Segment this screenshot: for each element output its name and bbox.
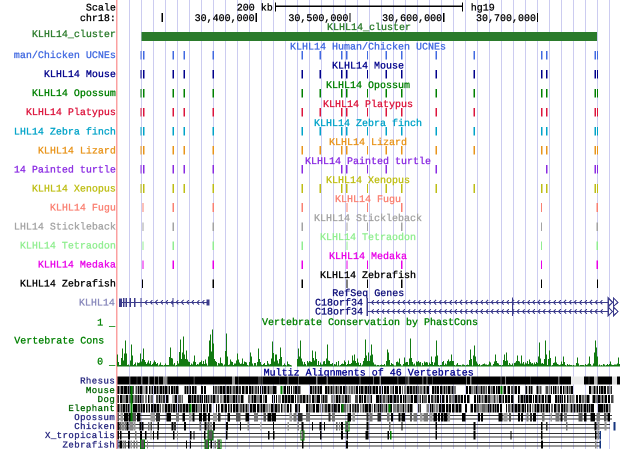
svg-text:14 Painted turtle: 14 Painted turtle (14, 164, 116, 176)
svg-text:KLHL14_cluster: KLHL14_cluster (327, 22, 411, 34)
svg-text:Zebrafish: Zebrafish (63, 440, 116, 449)
svg-text:Dog: Dog (98, 395, 116, 405)
svg-text:Vertebrate Cons: Vertebrate Cons (14, 336, 104, 348)
svg-text:KLHL14 Mouse: KLHL14 Mouse (332, 62, 404, 73)
svg-text:KLHL14: KLHL14 (79, 298, 115, 309)
svg-text:LHL14 Stickleback: LHL14 Stickleback (14, 221, 116, 233)
svg-text:C18orf34: C18orf34 (315, 297, 363, 309)
svg-text:KLHL14 Xenopus: KLHL14 Xenopus (326, 176, 410, 187)
svg-text:1 _: 1 _ (97, 319, 116, 330)
svg-text:Opossum: Opossum (74, 413, 115, 423)
svg-text:KLHL14 Opossum: KLHL14 Opossum (326, 81, 410, 92)
svg-text:Chicken: Chicken (74, 422, 115, 432)
svg-text:30,700,000: 30,700,000 (476, 14, 536, 25)
svg-text:C18orf34: C18orf34 (315, 307, 363, 319)
svg-text:chr18:: chr18: (80, 13, 116, 25)
svg-text:KLHL14 Lizard: KLHL14 Lizard (329, 137, 407, 149)
svg-text:30,600,000: 30,600,000 (382, 14, 442, 25)
svg-text:KLHL14 Platypus: KLHL14 Platypus (323, 99, 413, 111)
svg-text:KLHL14 Xenopus: KLHL14 Xenopus (32, 184, 116, 195)
svg-text:Scale: Scale (86, 2, 116, 14)
svg-text:0 _: 0 _ (97, 358, 116, 369)
svg-text:200 kb: 200 kb (237, 2, 273, 14)
svg-text:KLHL14 Platypus: KLHL14 Platypus (26, 107, 116, 119)
svg-text:man/Chicken UCNEs: man/Chicken UCNEs (14, 50, 116, 62)
svg-text:KLHL14 Tetraodon: KLHL14 Tetraodon (20, 241, 116, 253)
svg-text:KLHL14 Zebrafish: KLHL14 Zebrafish (320, 270, 416, 282)
svg-text:Mouse: Mouse (86, 386, 115, 396)
svg-text:KLHL14 Medaka: KLHL14 Medaka (329, 251, 407, 263)
svg-text:Vertebrate Conservation by Pha: Vertebrate Conservation by PhastCons (262, 317, 478, 329)
svg-text:KLHL14 Zebrafish: KLHL14 Zebrafish (20, 279, 116, 291)
svg-text:KLHL14 Lizard: KLHL14 Lizard (38, 145, 116, 157)
svg-text:KLHL14 Medaka: KLHL14 Medaka (38, 260, 116, 272)
svg-text:30,400,000: 30,400,000 (195, 14, 255, 25)
svg-text:KLHL14 Fugu: KLHL14 Fugu (50, 203, 116, 214)
svg-text:KLHL14_cluster: KLHL14_cluster (32, 29, 116, 41)
svg-text:KLHL14 Opossum: KLHL14 Opossum (32, 89, 116, 100)
svg-text:KLHL14 Fugu: KLHL14 Fugu (335, 195, 401, 206)
svg-text:Rhesus: Rhesus (80, 376, 115, 386)
svg-text:Elephant: Elephant (68, 404, 115, 414)
svg-text:hg19: hg19 (471, 2, 495, 14)
svg-text:KLHL14 Tetraodon: KLHL14 Tetraodon (320, 232, 416, 244)
svg-text:KLHL14 Zebra finch: KLHL14 Zebra finch (314, 118, 422, 130)
svg-text:KLHL14 Painted turtle: KLHL14 Painted turtle (305, 156, 431, 168)
svg-text:30,500,000: 30,500,000 (288, 14, 348, 25)
svg-text:X_tropicalis: X_tropicalis (45, 431, 115, 441)
svg-text:KLHL14 Stickleback: KLHL14 Stickleback (314, 213, 422, 225)
svg-text:KLHL14 Human/Chicken UCNEs: KLHL14 Human/Chicken UCNEs (290, 42, 446, 54)
svg-text:RefSeq Genes: RefSeq Genes (332, 288, 404, 300)
svg-text:LHL14 Zebra finch: LHL14 Zebra finch (14, 126, 116, 138)
svg-text:KLHL14 Mouse: KLHL14 Mouse (44, 70, 116, 81)
